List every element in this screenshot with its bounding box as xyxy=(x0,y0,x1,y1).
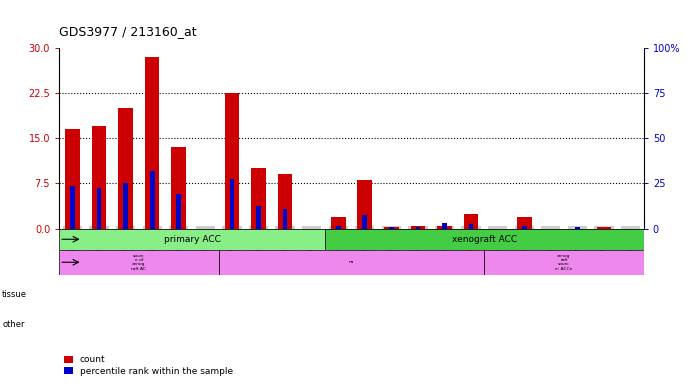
Bar xyxy=(363,215,367,228)
Text: tissue: tissue xyxy=(2,290,27,300)
Bar xyxy=(70,187,75,228)
Text: other: other xyxy=(2,319,24,329)
Text: GDS3977 / 213160_at: GDS3977 / 213160_at xyxy=(59,25,197,38)
Bar xyxy=(325,228,644,250)
Bar xyxy=(97,188,102,228)
Bar xyxy=(522,225,527,228)
Bar xyxy=(411,225,425,228)
Bar xyxy=(283,209,287,228)
Bar xyxy=(517,217,532,228)
Bar xyxy=(219,250,484,275)
Text: primary ACC: primary ACC xyxy=(164,235,221,244)
Bar xyxy=(150,171,155,228)
Text: sourc
e of
xenog
raft AC: sourc e of xenog raft AC xyxy=(132,254,146,271)
Bar xyxy=(118,108,133,228)
Text: xenograft ACC: xenograft ACC xyxy=(452,235,517,244)
Bar xyxy=(389,227,394,228)
Bar xyxy=(65,129,80,228)
Bar xyxy=(331,217,345,228)
Bar xyxy=(384,227,399,228)
Bar xyxy=(437,225,452,228)
Text: na: na xyxy=(349,260,354,264)
Bar xyxy=(59,250,219,275)
Bar xyxy=(416,227,420,228)
Bar xyxy=(596,227,611,228)
Bar xyxy=(59,228,325,250)
Bar xyxy=(468,224,473,228)
Bar xyxy=(464,214,478,228)
Bar xyxy=(575,227,580,228)
Bar xyxy=(251,169,266,228)
Legend: count, percentile rank within the sample: count, percentile rank within the sample xyxy=(63,355,233,376)
Bar xyxy=(123,184,128,228)
Bar xyxy=(145,57,159,228)
Bar xyxy=(442,223,447,228)
Bar xyxy=(171,147,186,228)
Bar xyxy=(225,93,239,228)
Bar xyxy=(230,179,235,228)
Bar xyxy=(484,250,644,275)
Bar xyxy=(358,180,372,228)
Bar xyxy=(176,194,181,228)
Bar xyxy=(256,206,261,228)
Bar xyxy=(335,225,340,228)
Bar xyxy=(92,126,106,228)
Bar xyxy=(278,174,292,228)
Text: xenog
raft
sourc
e: ACCe: xenog raft sourc e: ACCe xyxy=(555,254,573,271)
